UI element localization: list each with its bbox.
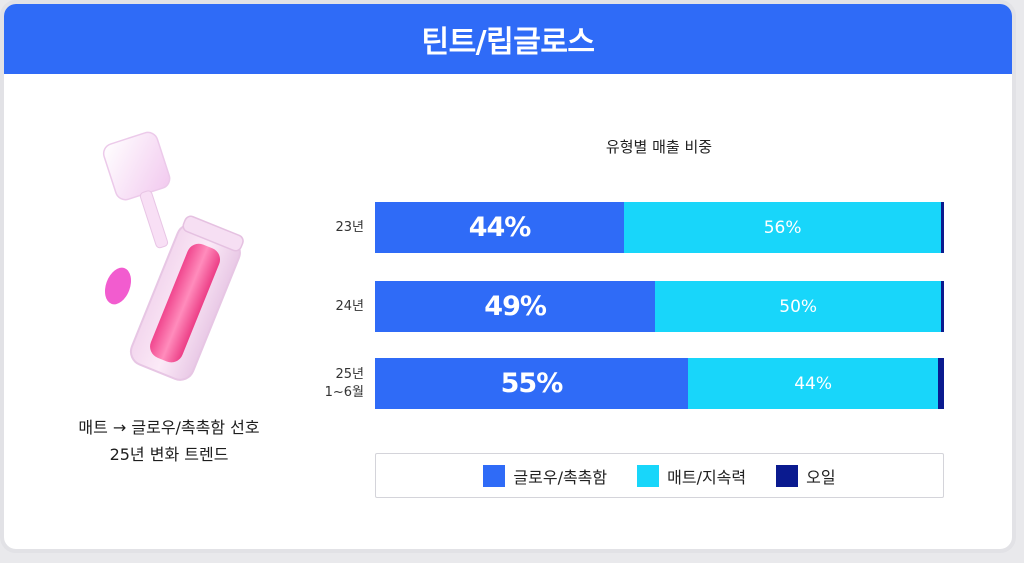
bar-row: 49% 50% (375, 281, 944, 332)
caption: 매트 → 글로우/촉촉함 선호 25년 변화 트렌드 (44, 414, 294, 468)
bar-row: 44% 56% (375, 202, 944, 253)
bar-segment-matte: 56% (624, 202, 942, 253)
legend-item-oil: 오일 (776, 464, 836, 488)
legend-label-oil: 오일 (806, 467, 836, 487)
lip-gloss-illustration (102, 131, 244, 381)
caption-line-1: 매트 → 글로우/촉촉함 선호 (78, 418, 260, 437)
legend-swatch-glow (483, 464, 506, 487)
bar-segment-oil (941, 202, 944, 253)
caption-line-2: 25년 변화 트렌드 (109, 445, 229, 464)
infographic-card: 틴트/립글로스 (0, 0, 1016, 553)
data-label: 44% (794, 373, 833, 394)
data-label: 56% (763, 217, 802, 238)
page-title: 틴트/립글로스 (421, 25, 595, 60)
category-label: 23년 (304, 219, 364, 237)
legend-label-glow: 글로우/촉촉함 (513, 467, 608, 487)
bar-segment-oil (941, 281, 944, 332)
header-banner: 틴트/립글로스 (4, 4, 1012, 74)
data-label: 55% (500, 368, 564, 399)
category-label-line: 25년 (335, 366, 364, 382)
data-label: 49% (484, 291, 547, 322)
legend-label-matte: 매트/지속력 (667, 467, 747, 487)
data-label: 44% (468, 212, 532, 243)
category-label: 24년 (304, 298, 364, 316)
chart-title: 유형별 매출 비중 (605, 138, 713, 156)
bar-segment-oil (938, 358, 944, 409)
legend-swatch-oil (776, 464, 799, 487)
bar-segment-glow: 55% (375, 358, 688, 409)
category-label-line: 1~6월 (324, 384, 364, 400)
chart-legend: 글로우/촉촉함 매트/지속력 오일 (375, 453, 944, 498)
category-label-line: 24년 (335, 298, 364, 314)
legend-swatch-matte (637, 464, 660, 487)
legend-item-glow: 글로우/촉촉함 (483, 464, 607, 488)
data-label: 50% (779, 296, 818, 317)
legend-item-matte: 매트/지속력 (637, 464, 746, 488)
category-label: 25년 1~6월 (304, 366, 364, 402)
bar-segment-glow: 44% (375, 202, 625, 253)
bar-segment-glow: 49% (375, 281, 656, 332)
bar-row: 55% 44% (375, 358, 944, 409)
bar-segment-matte: 50% (655, 281, 942, 332)
bar-segment-matte: 44% (687, 358, 939, 409)
category-label-line: 23년 (335, 219, 364, 235)
